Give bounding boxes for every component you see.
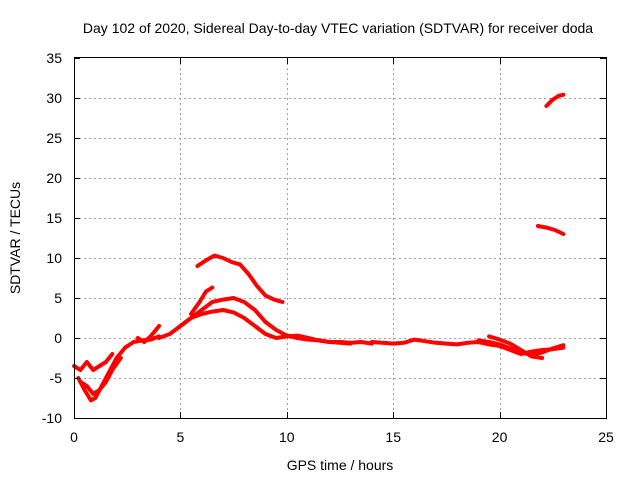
- x-axis-title: GPS time / hours: [287, 457, 394, 473]
- y-tick-label: 25: [46, 130, 62, 146]
- y-tick-label: 30: [46, 90, 62, 106]
- y-tick-label: 15: [46, 210, 62, 226]
- y-tick-label: 5: [54, 290, 62, 306]
- series-track-9: [369, 337, 566, 356]
- series-track-7: [189, 285, 215, 316]
- x-tick-label: 10: [279, 429, 295, 445]
- axis-ticks: [74, 58, 607, 419]
- series-track-3: [78, 356, 123, 396]
- y-tick-label: 10: [46, 250, 62, 266]
- y-axis-tick-labels: -10 -5 0 5 10 15 20 25 30 35: [42, 50, 62, 426]
- grid: [74, 58, 606, 418]
- y-tick-label: -10: [42, 410, 62, 426]
- series-track-6: [178, 296, 353, 346]
- x-tick-label: 25: [598, 429, 614, 445]
- y-tick-label: 20: [46, 170, 62, 186]
- x-tick-label: 15: [385, 429, 401, 445]
- x-tick-label: 20: [492, 429, 508, 445]
- y-tick-label: 0: [54, 330, 62, 346]
- y-axis-title: SDTVAR / TECUs: [7, 182, 23, 294]
- series-track-1: [72, 352, 115, 372]
- series-track-13: [544, 92, 566, 108]
- y-tick-label: 35: [46, 50, 62, 66]
- series-track-4: [135, 324, 162, 344]
- x-axis-tick-labels: 0 5 10 15 20 25: [70, 429, 614, 445]
- chart-title: Day 102 of 2020, Sidereal Day-to-day VTE…: [83, 20, 593, 36]
- series-track-11: [487, 334, 545, 360]
- series-track-12: [535, 224, 566, 236]
- x-tick-label: 5: [177, 429, 185, 445]
- plot-frame: [74, 57, 607, 419]
- series-group: [72, 92, 566, 403]
- y-tick-label: -5: [50, 370, 63, 386]
- x-tick-label: 0: [70, 429, 78, 445]
- series-track-10: [476, 338, 566, 357]
- series-track-8: [195, 253, 285, 304]
